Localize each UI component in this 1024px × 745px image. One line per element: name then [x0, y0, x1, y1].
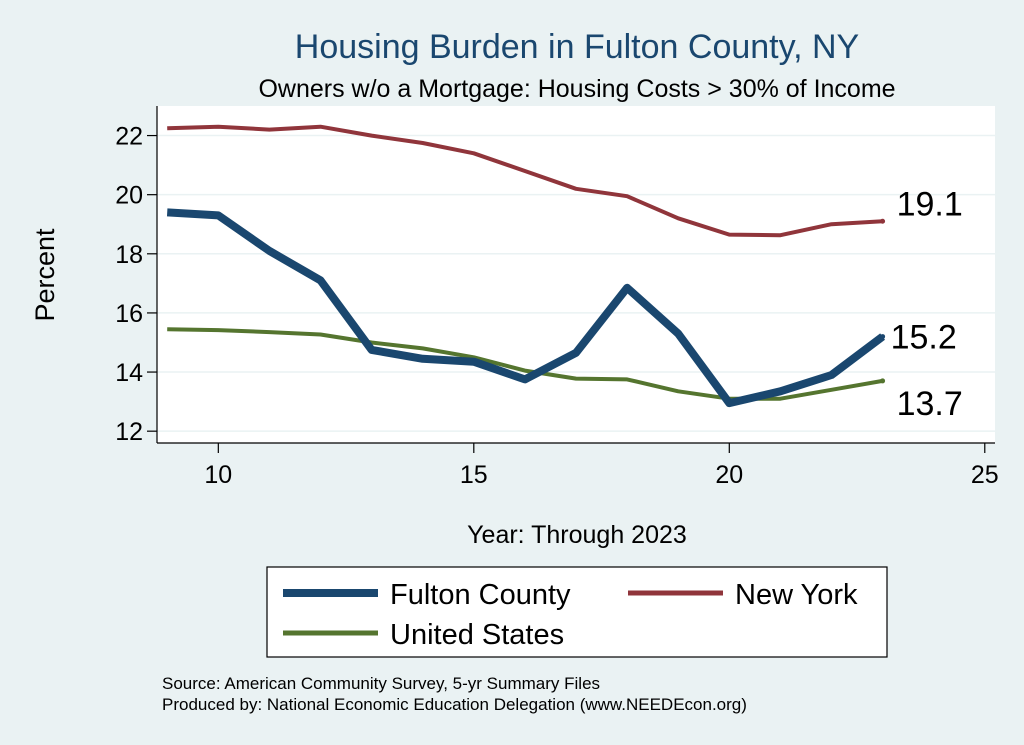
y-axis-ticks: 12 14 16 18 20 22	[115, 123, 157, 446]
x-tick-label: 10	[204, 461, 232, 489]
plot-area	[157, 106, 995, 443]
x-axis-label: Year: Through 2023	[467, 521, 687, 549]
x-tick-label: 15	[460, 461, 488, 489]
end-labels: 19.1 13.7 15.2	[891, 185, 963, 423]
legend-item-united-states: United States	[283, 619, 564, 651]
y-tick-label: 14	[115, 359, 143, 387]
y-tick-label: 18	[115, 241, 143, 269]
legend-item-fulton-county: Fulton County	[283, 579, 571, 611]
end-marker-united-states	[880, 378, 886, 384]
legend-box	[266, 566, 888, 658]
y-tick-label: 12	[115, 418, 143, 446]
producer-note: Produced by: National Economic Education…	[162, 695, 747, 714]
y-tick-label: 22	[115, 123, 143, 151]
x-tick-label: 25	[971, 461, 999, 489]
legend-entries: Fulton County New York United States	[283, 579, 858, 651]
chart-title: Housing Burden in Fulton County, NY	[295, 28, 859, 66]
y-tick-label: 20	[115, 182, 143, 210]
chart-subtitle: Owners w/o a Mortgage: Housing Costs > 3…	[258, 75, 895, 103]
legend-label-united-states: United States	[390, 619, 564, 651]
y-tick-label: 16	[115, 300, 143, 328]
series-line-new-york	[167, 124, 883, 238]
legend: Fulton County New York United States	[266, 566, 888, 658]
x-axis-ticks: 10 15 20 25	[204, 443, 999, 489]
source-note: Source: American Community Survey, 5-yr …	[162, 674, 600, 693]
x-tick-label: 20	[715, 461, 743, 489]
end-label-united-states: 13.7	[897, 385, 963, 423]
series-lines	[166, 124, 886, 408]
gridlines	[157, 134, 995, 432]
end-label-fulton-county: 15.2	[891, 319, 957, 357]
legend-item-new-york: New York	[628, 579, 858, 611]
legend-label-fulton-county: Fulton County	[390, 579, 571, 611]
end-label-new-york: 19.1	[897, 185, 963, 223]
y-axis-label: Percent	[30, 228, 60, 322]
end-marker-new-york	[880, 218, 886, 224]
series-line-fulton-county	[166, 208, 886, 408]
end-marker-fulton-county	[880, 334, 886, 340]
legend-label-new-york: New York	[735, 579, 858, 611]
